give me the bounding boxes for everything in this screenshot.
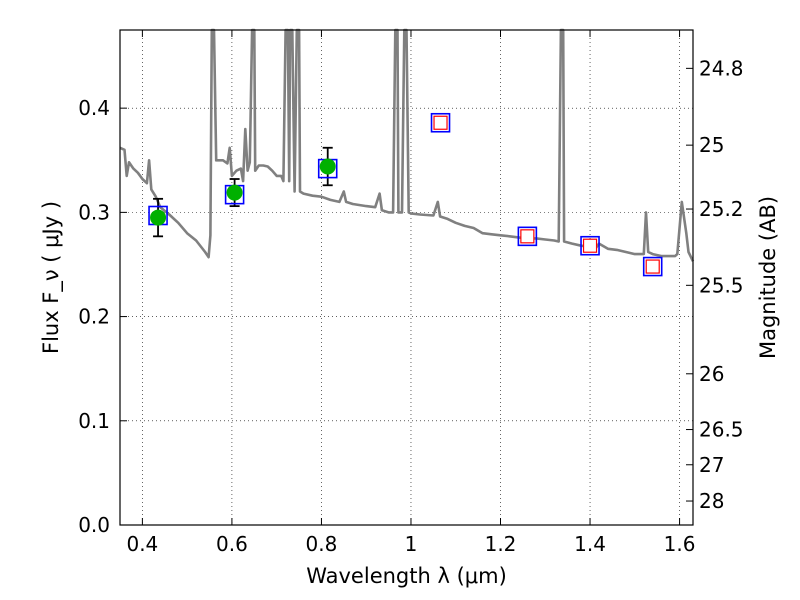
observed-point <box>226 184 243 201</box>
right-tick-label: 25 <box>699 133 724 157</box>
y-tick-label: 0.2 <box>78 305 110 329</box>
x-tick-label: 0.4 <box>126 532 158 556</box>
right-tick-label: 26.5 <box>699 418 744 442</box>
upper-bound-square <box>520 229 535 244</box>
x-tick-label: 1.6 <box>664 532 696 556</box>
y-tick-label: 0.4 <box>78 96 110 120</box>
spectrum <box>119 28 695 262</box>
upper-bound-square <box>433 115 448 130</box>
right-tick-label: 27 <box>699 453 724 477</box>
markers <box>148 112 663 277</box>
model-square <box>642 256 663 277</box>
model-square <box>430 112 451 133</box>
x-tick-label: 0.6 <box>216 532 248 556</box>
right-tick-label: 26 <box>699 362 724 386</box>
plot-frame <box>119 29 694 526</box>
y-tick-label: 0.1 <box>78 409 110 433</box>
right-tick-label: 28 <box>699 489 724 513</box>
x-tick-label: 1.2 <box>485 532 517 556</box>
model-square <box>517 226 538 247</box>
ticks: 0.4 0.6 0.8 1 1.2 1.4 1.6 0.0 0.1 0.2 0.3 0.4 24.8 25… <box>78 30 744 556</box>
observed-point <box>150 209 167 226</box>
grid <box>120 30 693 525</box>
right-tick-label: 25.2 <box>699 197 744 221</box>
x-tick-label: 1.4 <box>574 532 606 556</box>
y-axis-right-label: Magnitude (AB) <box>756 196 780 359</box>
model-square <box>580 235 600 256</box>
x-tick-label: 1 <box>405 532 418 556</box>
spectrum-line <box>119 28 695 262</box>
y-axis-label: Flux F_ν ( μJy ) <box>39 201 64 354</box>
observed-point <box>319 158 336 175</box>
right-tick-label: 24.8 <box>699 56 744 80</box>
upper-bound-square <box>645 259 660 274</box>
x-tick-label: 0.8 <box>306 532 338 556</box>
x-axis-label: Wavelength λ (μm) <box>306 564 507 588</box>
right-tick-label: 25.5 <box>699 273 744 297</box>
y-tick-label: 0.0 <box>78 513 110 537</box>
y-tick-label: 0.3 <box>78 200 110 224</box>
upper-bound-square <box>582 238 598 253</box>
